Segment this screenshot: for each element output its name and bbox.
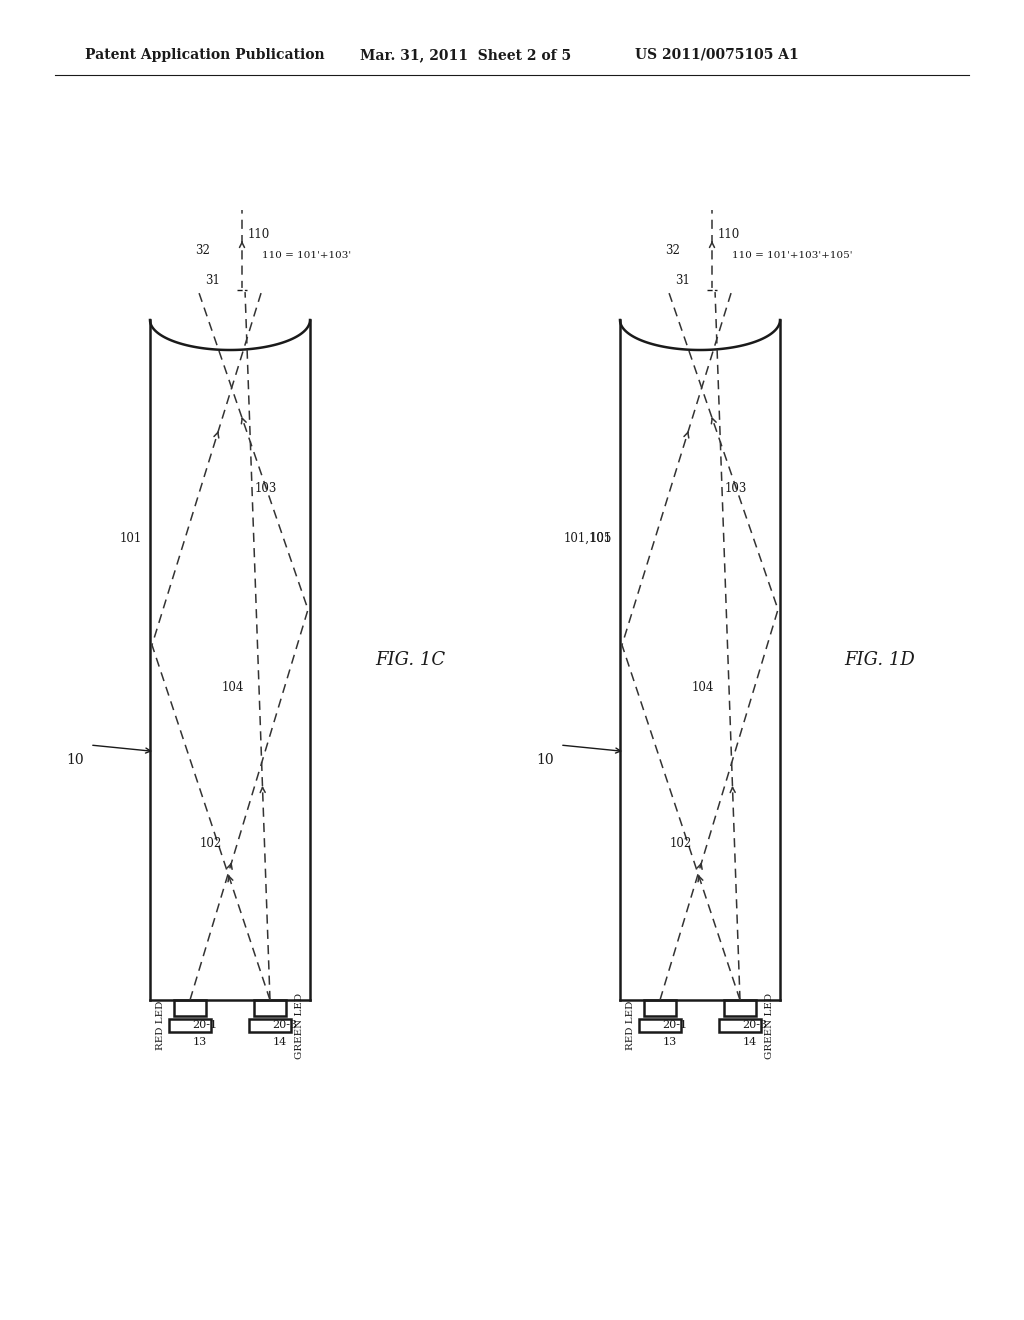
Text: 103: 103 <box>725 482 748 495</box>
Text: 14: 14 <box>743 1038 758 1047</box>
Text: 31: 31 <box>675 273 690 286</box>
Text: 104: 104 <box>222 681 245 694</box>
Text: 10: 10 <box>67 752 84 767</box>
Bar <box>639 1019 681 1032</box>
Text: 110: 110 <box>248 228 270 242</box>
Text: 10: 10 <box>537 752 554 767</box>
Text: US 2011/0075105 A1: US 2011/0075105 A1 <box>635 48 799 62</box>
Text: GREEN LED: GREEN LED <box>765 993 774 1059</box>
Text: 13: 13 <box>193 1038 207 1047</box>
Text: Mar. 31, 2011  Sheet 2 of 5: Mar. 31, 2011 Sheet 2 of 5 <box>360 48 571 62</box>
Bar <box>719 1019 761 1032</box>
Text: RED LED: RED LED <box>156 1001 165 1051</box>
Text: 103: 103 <box>255 482 278 495</box>
Text: 102: 102 <box>200 837 222 850</box>
Text: 104: 104 <box>692 681 715 694</box>
Text: Patent Application Publication: Patent Application Publication <box>85 48 325 62</box>
Text: 20-1: 20-1 <box>193 1020 217 1030</box>
Text: 13: 13 <box>663 1038 677 1047</box>
Bar <box>169 1019 211 1032</box>
Bar <box>254 1001 286 1016</box>
Text: 101: 101 <box>120 532 142 545</box>
Text: GREEN LED: GREEN LED <box>295 993 304 1059</box>
Bar <box>644 1001 676 1016</box>
Text: 110 = 101'+103': 110 = 101'+103' <box>262 251 351 260</box>
Text: FIG. 1D: FIG. 1D <box>845 651 915 669</box>
Text: 20-3: 20-3 <box>272 1020 297 1030</box>
Text: 110: 110 <box>718 228 740 242</box>
Bar <box>174 1001 206 1016</box>
Text: 14: 14 <box>273 1038 288 1047</box>
Text: 102: 102 <box>670 837 692 850</box>
Text: FIG. 1C: FIG. 1C <box>375 651 445 669</box>
Bar <box>724 1001 756 1016</box>
Text: 20-1: 20-1 <box>662 1020 687 1030</box>
Text: 32: 32 <box>196 243 210 256</box>
Text: 101: 101 <box>590 532 612 545</box>
Text: RED LED: RED LED <box>626 1001 635 1051</box>
Text: 110 = 101'+103'+105': 110 = 101'+103'+105' <box>732 251 853 260</box>
Text: 31: 31 <box>205 273 220 286</box>
Text: 32: 32 <box>666 243 680 256</box>
Bar <box>249 1019 291 1032</box>
Text: 101,105: 101,105 <box>563 532 612 545</box>
Text: 20-3: 20-3 <box>742 1020 767 1030</box>
